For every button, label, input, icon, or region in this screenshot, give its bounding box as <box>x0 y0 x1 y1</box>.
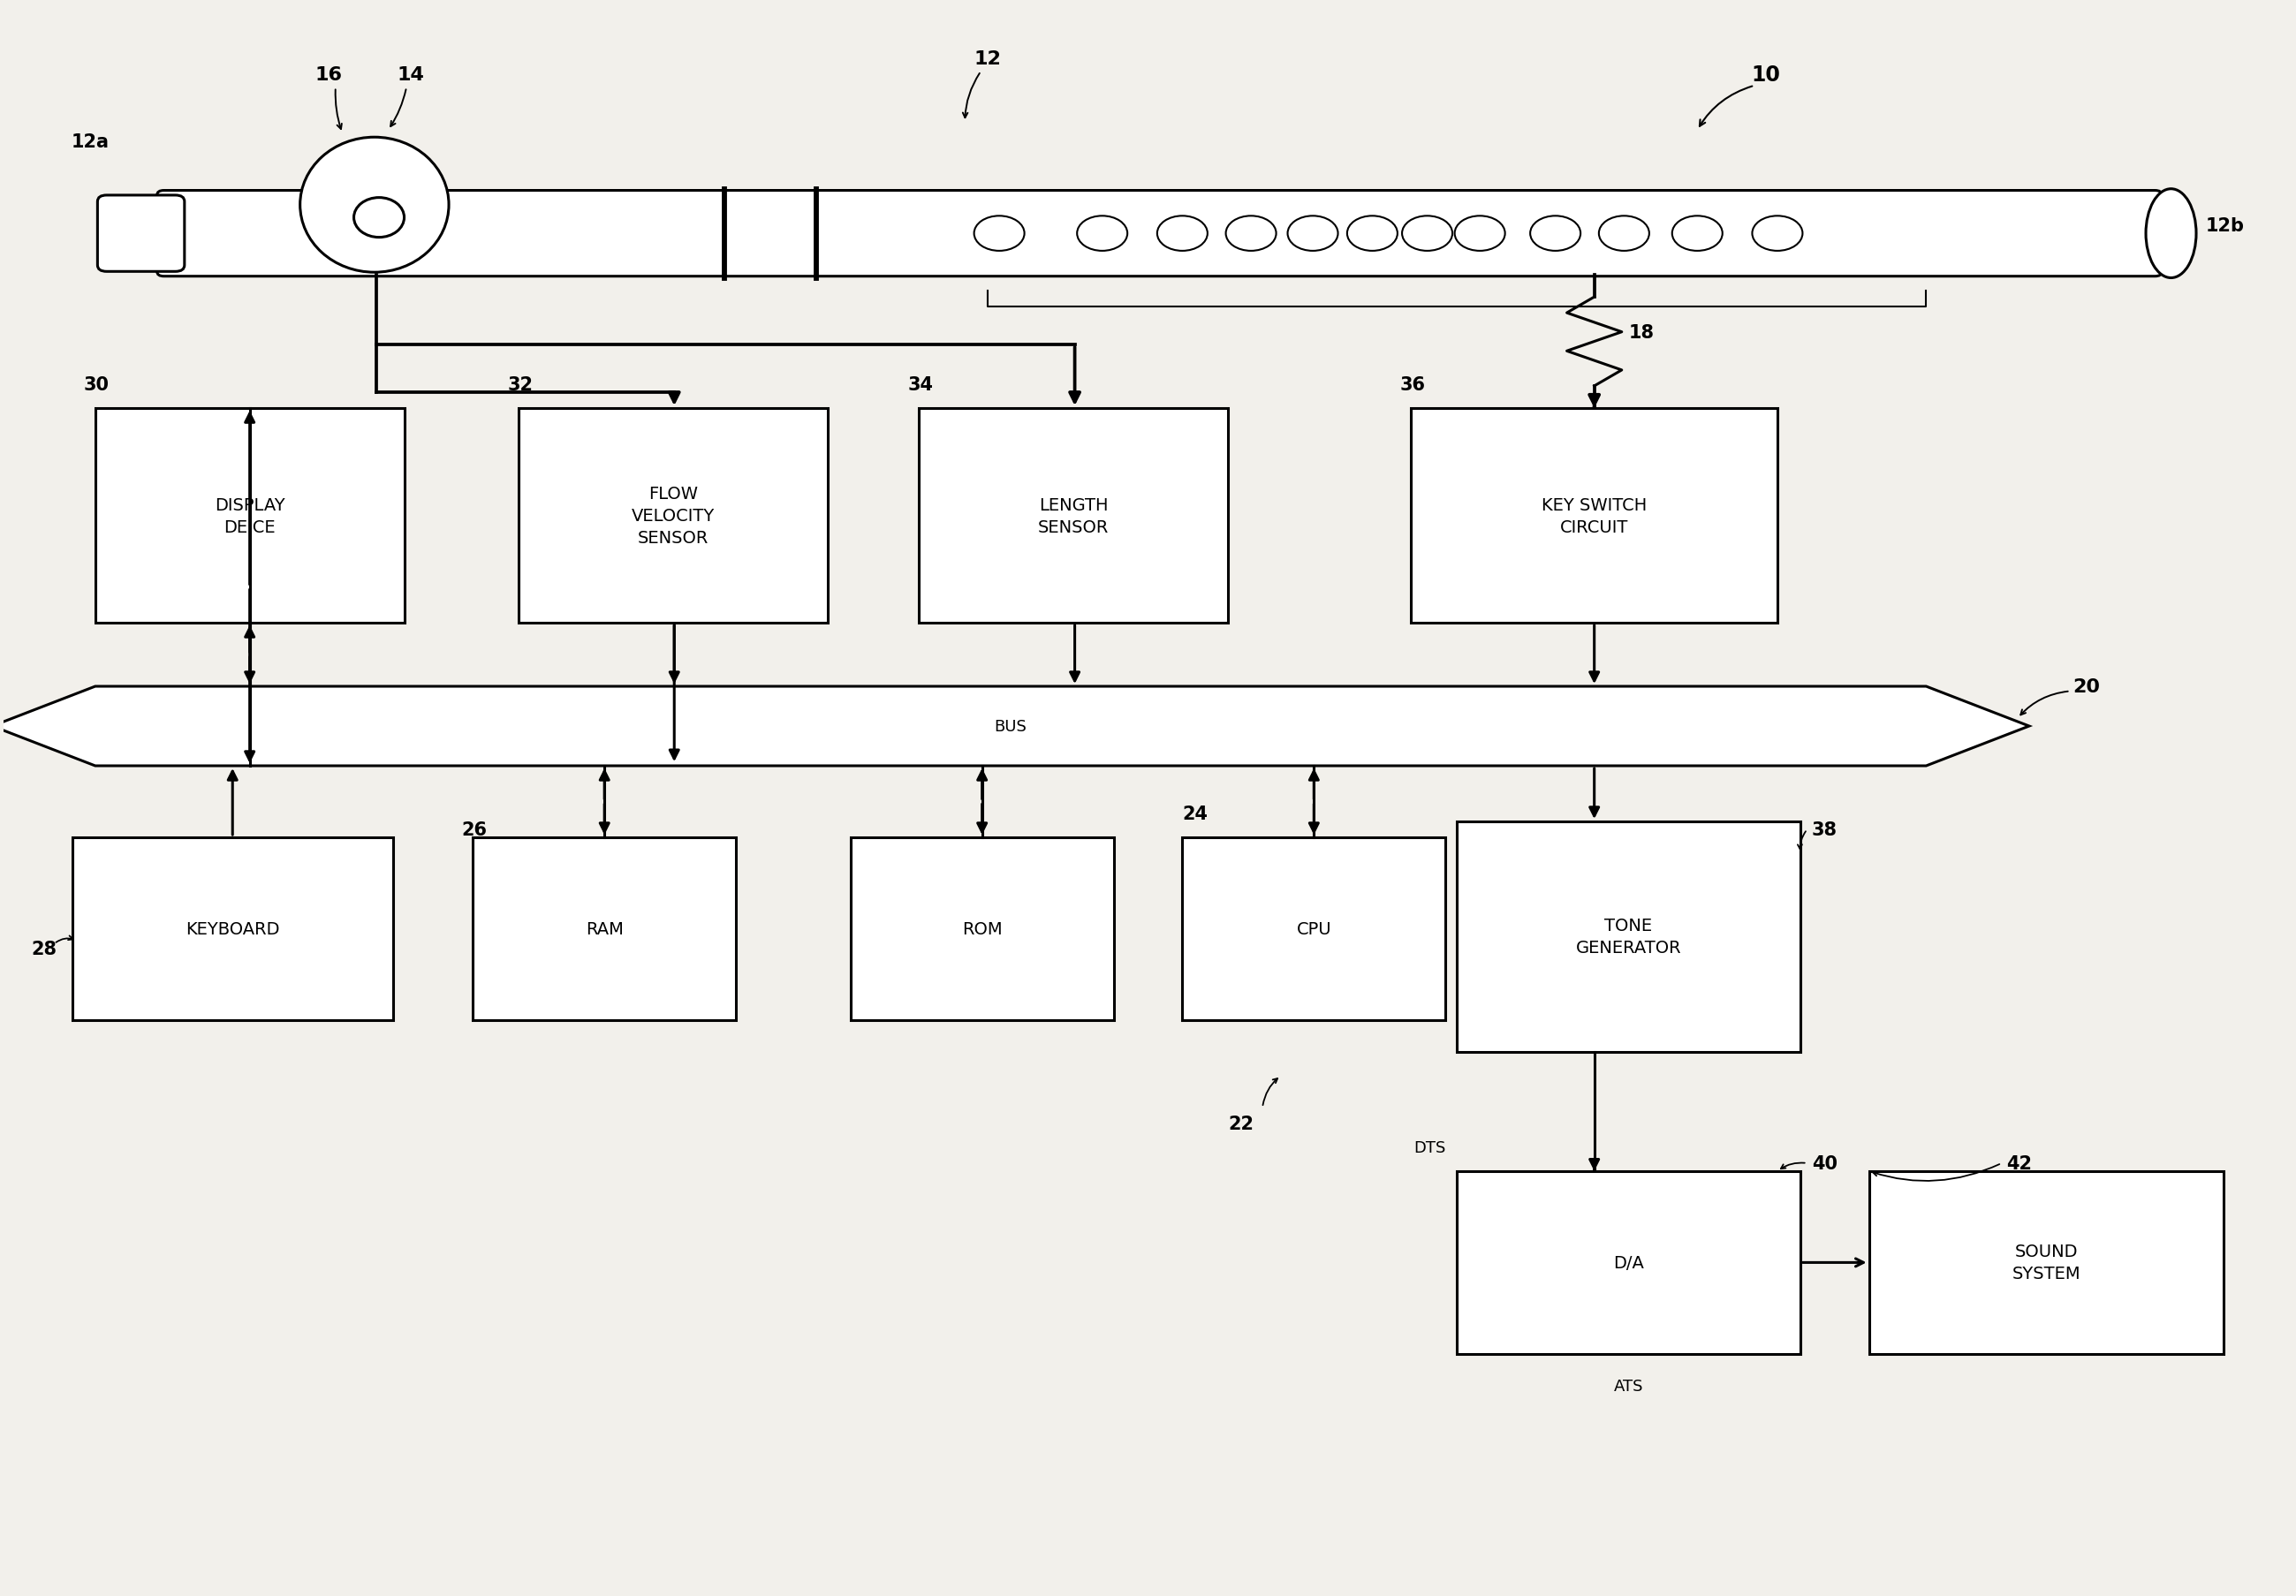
Bar <box>918 409 1228 624</box>
Circle shape <box>1077 217 1127 252</box>
Bar <box>1458 822 1800 1052</box>
Circle shape <box>1348 217 1398 252</box>
Polygon shape <box>0 686 2030 766</box>
Text: KEY SWITCH
CIRCUIT: KEY SWITCH CIRCUIT <box>1541 496 1646 535</box>
Ellipse shape <box>354 198 404 238</box>
Text: 12a: 12a <box>71 132 110 150</box>
Text: 12b: 12b <box>2206 217 2243 235</box>
Circle shape <box>1403 217 1453 252</box>
Bar <box>94 409 404 624</box>
Bar <box>1458 1171 1800 1353</box>
Circle shape <box>1671 217 1722 252</box>
Bar <box>473 838 737 1020</box>
Text: 20: 20 <box>2073 678 2101 696</box>
Text: LENGTH
SENSOR: LENGTH SENSOR <box>1038 496 1109 535</box>
Bar <box>850 838 1114 1020</box>
Circle shape <box>1598 217 1649 252</box>
Text: D/A: D/A <box>1614 1254 1644 1270</box>
Text: 40: 40 <box>1812 1154 1837 1171</box>
Text: 26: 26 <box>461 820 487 838</box>
Text: ROM: ROM <box>962 921 1003 937</box>
Text: ATS: ATS <box>1614 1377 1644 1393</box>
Circle shape <box>974 217 1024 252</box>
Text: BUS: BUS <box>994 718 1026 734</box>
Text: DTS: DTS <box>1414 1140 1446 1156</box>
Text: 38: 38 <box>1812 820 1837 838</box>
Text: 36: 36 <box>1401 377 1426 394</box>
Text: FLOW
VELOCITY
SENSOR: FLOW VELOCITY SENSOR <box>631 485 714 546</box>
Text: 22: 22 <box>1228 1116 1254 1133</box>
Text: 16: 16 <box>315 67 342 85</box>
Text: 18: 18 <box>1628 324 1653 342</box>
Circle shape <box>1752 217 1802 252</box>
Text: SOUND
SYSTEM: SOUND SYSTEM <box>2011 1243 2080 1282</box>
Text: DISPLAY
DEICE: DISPLAY DEICE <box>214 496 285 535</box>
Bar <box>519 409 827 624</box>
FancyBboxPatch shape <box>96 196 184 273</box>
FancyBboxPatch shape <box>156 192 2163 278</box>
Text: 34: 34 <box>907 377 932 394</box>
Text: 10: 10 <box>1752 64 1779 86</box>
Text: 24: 24 <box>1182 804 1208 822</box>
Circle shape <box>1288 217 1339 252</box>
Text: 32: 32 <box>507 377 533 394</box>
Text: KEYBOARD: KEYBOARD <box>186 921 280 937</box>
Text: 42: 42 <box>2007 1154 2032 1171</box>
Text: 28: 28 <box>32 940 57 958</box>
Circle shape <box>1226 217 1277 252</box>
Text: 12: 12 <box>974 51 1001 69</box>
Ellipse shape <box>2147 190 2197 279</box>
Circle shape <box>1157 217 1208 252</box>
Bar <box>1182 838 1446 1020</box>
Text: RAM: RAM <box>585 921 625 937</box>
Bar <box>73 838 393 1020</box>
Text: 30: 30 <box>83 377 110 394</box>
Text: CPU: CPU <box>1297 921 1332 937</box>
Text: 14: 14 <box>397 67 425 85</box>
Bar <box>1412 409 1777 624</box>
Bar <box>1869 1171 2223 1353</box>
Text: TONE
GENERATOR: TONE GENERATOR <box>1575 918 1681 956</box>
Circle shape <box>1456 217 1504 252</box>
Circle shape <box>1529 217 1580 252</box>
Ellipse shape <box>301 137 448 273</box>
